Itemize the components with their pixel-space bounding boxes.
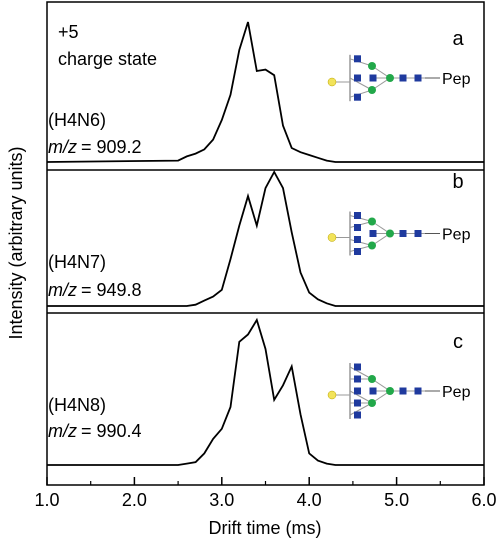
peptide-label: Pep [442,227,471,244]
mz-symbol: m/z [48,137,77,157]
glcnac [354,236,361,243]
glcnac [354,74,361,82]
glcnac [354,411,361,419]
x-axis-title: Drift time (ms) [209,518,322,538]
mz-symbol: m/z [48,421,77,441]
glycan [327,211,440,256]
mz-value: = 990.4 [81,421,142,441]
x-tick-label: 3.0 [209,490,234,510]
x-tick-label: 5.0 [384,490,409,510]
composition-label: (H4N8) [48,395,106,415]
trace [47,170,484,307]
annotation: +5 [58,22,79,42]
glcnac [399,387,407,395]
panel-letter: b [452,171,463,193]
mannose [368,241,376,250]
glcnac [414,74,422,82]
glcnac [354,224,361,231]
mannose [386,229,394,238]
glcnac [414,387,422,395]
mz-value: = 949.8 [81,280,142,300]
trace [47,317,484,466]
glcnac [414,230,422,237]
mannose [368,399,376,407]
x-tick-label: 2.0 [122,490,147,510]
glcnac [354,375,361,383]
glycan-bond [349,366,373,380]
mannose [368,86,376,94]
plot-frame [46,1,485,486]
composition-label: (H4N6) [48,110,106,130]
mannose [368,217,376,226]
mz-symbol: m/z [48,280,77,300]
peptide-label: Pep [442,71,471,88]
glycan [327,363,440,419]
x-tick-label: 6.0 [471,490,496,510]
panel-letter: c [453,331,463,353]
panel-letter: a [452,28,464,50]
glcnac [354,363,361,371]
x-tick-label: 4.0 [297,490,322,510]
glcnac [354,399,361,407]
annotation: charge state [58,49,157,69]
peptide-label: Pep [442,384,471,401]
mannose [386,387,394,395]
mannose [368,375,376,383]
glycan-bond [349,390,373,404]
mannose [386,74,394,82]
glcnac [399,74,407,82]
mz-label: m/z = 949.8 [48,280,142,300]
composition-label: (H4N7) [48,252,106,272]
glcnac [354,387,361,395]
glcnac [354,212,361,219]
glcnac [354,55,361,63]
x-tick-label: 1.0 [34,490,59,510]
glycan-bond [349,402,373,416]
glcnac [369,387,377,395]
mannose [368,62,376,70]
glcnac [369,230,377,237]
y-axis-title: Intensity (arbitrary units) [6,146,26,339]
galactose [327,390,337,400]
trace [46,21,484,163]
galactose [327,77,337,87]
mz-value: = 909.2 [81,137,142,157]
galactose [327,233,337,242]
glcnac [354,93,361,101]
mz-label: m/z = 990.4 [48,421,142,441]
glycan-bond [349,77,373,91]
glcnac [369,74,377,82]
glcnac [354,248,361,255]
mz-label: m/z = 909.2 [48,137,142,157]
glycan [327,54,440,102]
glcnac [399,230,407,237]
